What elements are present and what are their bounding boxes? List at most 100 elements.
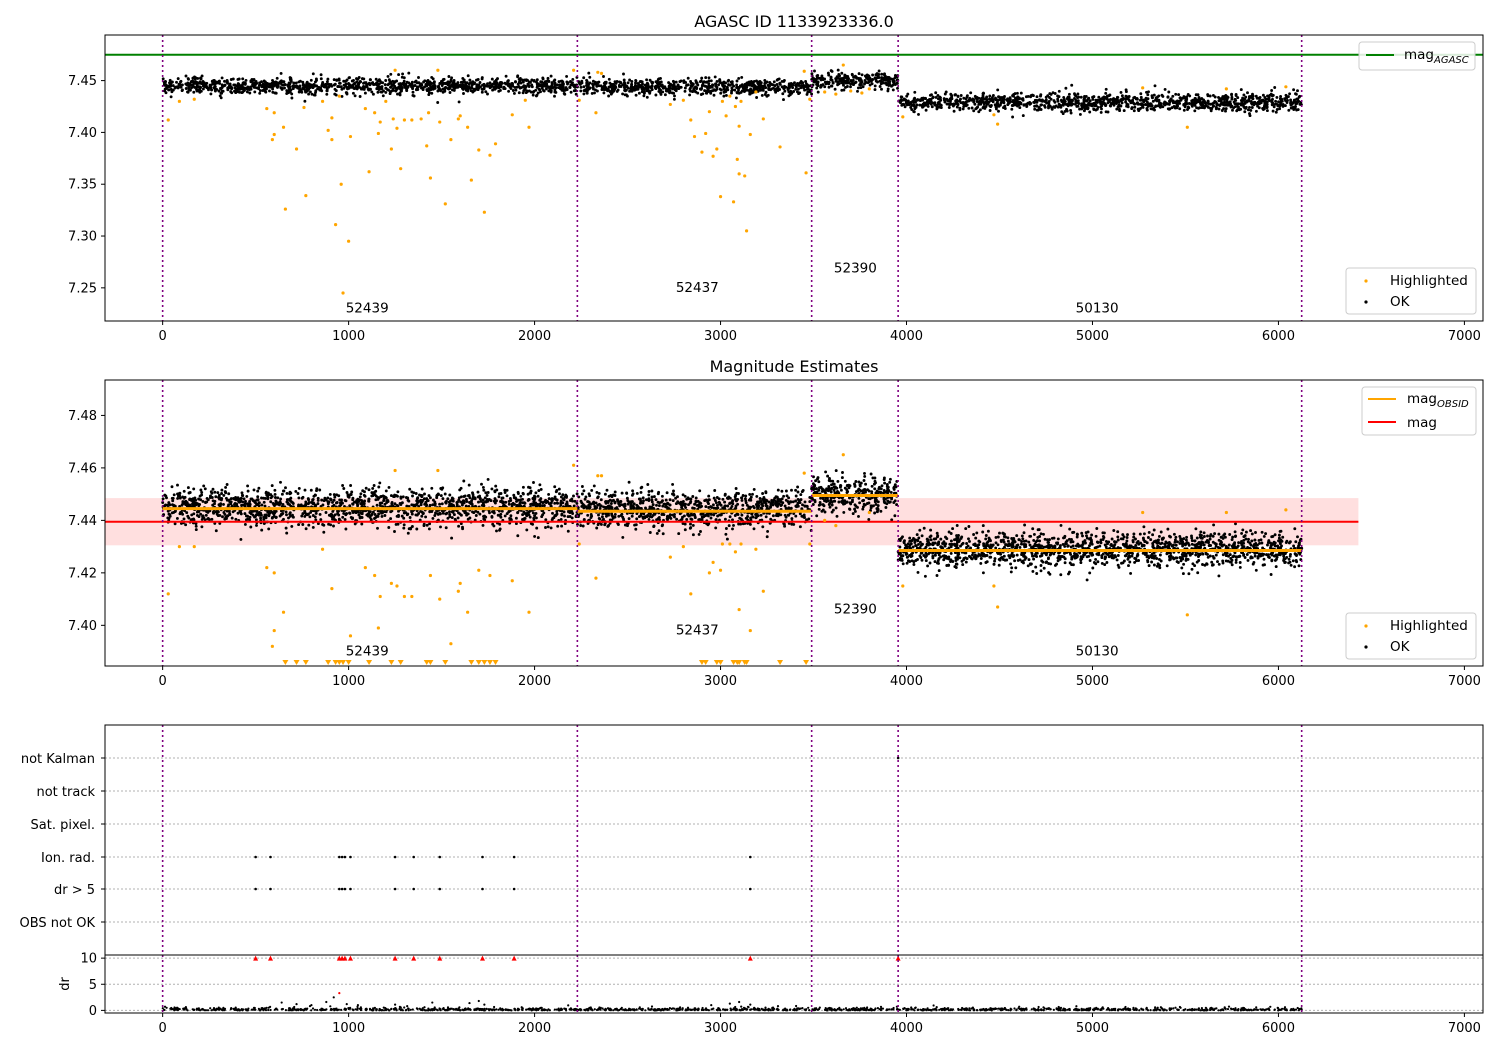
panel1-ok-point (537, 87, 541, 91)
panel1-ok-point (245, 90, 249, 94)
panel1-ok-point (220, 76, 224, 80)
panel2-ok-point (223, 490, 227, 494)
panel1-ok-point (278, 80, 282, 84)
panel2-ok-point (471, 497, 475, 501)
panel2-ok-point (200, 525, 204, 529)
panel2-ok-point (444, 526, 448, 530)
panel2-ok-point (464, 497, 468, 501)
panel1-ok-point (186, 82, 190, 85)
panel1-ok-point (327, 85, 331, 89)
panel2-ok-point (280, 492, 284, 496)
panel1-ok-point (1150, 96, 1154, 99)
panel1-ok-point (559, 79, 563, 83)
panel1-ok-point (887, 81, 891, 85)
panel2-ok-point (203, 487, 207, 491)
panel2-ok-point (297, 496, 301, 500)
panel2-ok-point (236, 511, 240, 515)
panel1-xtick-label: 3000 (704, 329, 737, 344)
panel2-ok-point (341, 515, 345, 519)
panel1-ok-point (703, 84, 707, 88)
panel2-ok-point (338, 501, 342, 505)
panel1-ok-point (805, 92, 809, 96)
panel1-ok-point (179, 85, 183, 89)
panel1-ok-point (1147, 90, 1150, 94)
panel1-ok-point (924, 103, 928, 107)
panel1-ok-point (850, 72, 854, 76)
panel1-ok-point (613, 84, 617, 88)
panel1-ok-point (1063, 100, 1067, 103)
panel1-ok-point (688, 86, 692, 90)
panel1-ok-point (707, 82, 711, 86)
panel1-ok-point (1215, 103, 1219, 107)
panel2-ok-point (455, 501, 459, 505)
panel2-ok-point (318, 512, 322, 516)
panel1-ok-point (793, 81, 796, 85)
panel1-ok-point (858, 77, 862, 81)
panel1-ok-point (1069, 111, 1073, 115)
panel1-highlighted-point (724, 114, 728, 118)
panel1-ok-point (1025, 104, 1029, 108)
panel2-ok-point (410, 512, 414, 516)
panel2-ok-point (318, 488, 322, 492)
panel2-ok-point (513, 502, 517, 506)
panel2-ok-point (223, 512, 227, 516)
panel1-ok-point (645, 95, 649, 99)
panel2-ok-point (539, 500, 543, 504)
panel2-ok-point (440, 502, 444, 506)
panel1-ok-point (863, 74, 867, 78)
panel1-ok-point (446, 87, 450, 90)
panel1-ok-point (264, 87, 268, 90)
panel1-ok-point (177, 82, 181, 86)
panel2-ok-point (166, 509, 170, 513)
panel2-ok-point (461, 499, 465, 503)
panel1-ok-point (1015, 91, 1019, 95)
panel1-ok-point (712, 93, 716, 97)
panel2-ok-point (444, 512, 448, 516)
panel1-ok-point (468, 78, 472, 82)
panel1-ok-point (1098, 98, 1102, 102)
panel1-ok-point (440, 79, 443, 83)
panel2-ok-point (337, 513, 341, 517)
panel2-ok-point (214, 495, 218, 499)
panel1-ok-point (1028, 101, 1032, 105)
panel2-ok-point (273, 488, 277, 492)
panel1-ok-point (634, 93, 638, 97)
panel1-ok-point (634, 81, 637, 85)
panel2-ok-point (278, 514, 282, 518)
panel2-ok-point (488, 511, 491, 515)
panel1-ok-point (572, 89, 576, 93)
panel1-ok-point (991, 94, 995, 97)
panel2-ok-point (323, 496, 327, 500)
panel1-ok-point (1048, 92, 1052, 96)
panel2-ok-point (384, 496, 388, 500)
panel1-ok-point (356, 77, 360, 81)
panel1-ok-point (1254, 109, 1258, 113)
panel1-ok-point (359, 86, 362, 90)
panel1-ok-point (313, 80, 317, 84)
panel1-ok-point (348, 76, 351, 80)
panel1-ok-point (612, 89, 616, 93)
panel1-ok-point (275, 76, 279, 80)
panel2-ok-point (439, 494, 443, 498)
panel1-ok-point (602, 75, 605, 78)
panel1-ok-point (1097, 95, 1101, 99)
panel1-ok-point (1007, 99, 1011, 103)
panel2-ok-point (527, 497, 531, 501)
panel2-ok-point (507, 510, 511, 514)
panel2-ok-point (225, 514, 229, 518)
panel1-ok-point (565, 88, 569, 91)
panel1-ok-point (989, 104, 993, 107)
panel2-ok-point (233, 502, 236, 506)
panel1-ok-point (1270, 98, 1274, 102)
panel1-ok-point (595, 84, 599, 88)
panel2-ok-point (362, 502, 366, 506)
panel2-ok-point (210, 496, 214, 499)
panel1-ytick-label: 7.30 (68, 230, 97, 245)
panel1-ok-point (476, 83, 480, 87)
panel2-ok-point (260, 528, 264, 532)
panel2-ok-point (342, 511, 346, 515)
panel2-ok-point (201, 499, 205, 503)
panel1-ok-point (391, 87, 395, 91)
panel1-ok-point (1141, 98, 1144, 102)
panel1-ok-point (536, 83, 540, 86)
